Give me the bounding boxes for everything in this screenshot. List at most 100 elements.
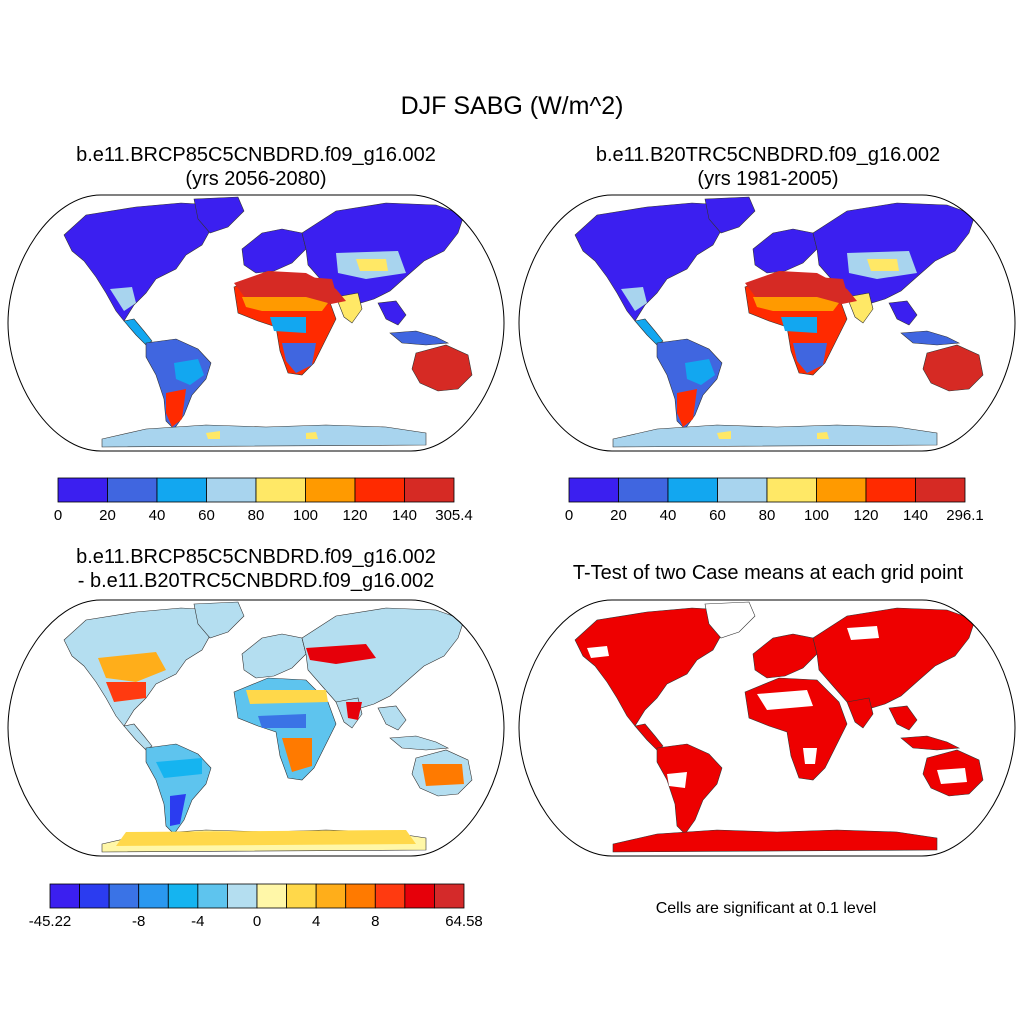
colorbar-tick-label: 20: [99, 507, 116, 524]
landmass-southAmerica: [656, 743, 723, 835]
colorbar-swatch: [404, 883, 435, 909]
map-border: [7, 599, 505, 857]
panel-title-historical-line1: b.e11.B20TRC5CNBDRD.f09_g16.002: [595, 144, 941, 166]
colorbar-swatch: [227, 883, 258, 909]
colorbar-swatch: [374, 883, 406, 909]
colorbar-swatch: [206, 477, 257, 503]
landmass-seAsia: [377, 300, 407, 326]
landmass-indonesia: [900, 330, 961, 346]
colorbar-swatch: [404, 477, 455, 503]
colorbar-tick-label: 64.58: [445, 913, 483, 930]
landmass-greenland: [193, 196, 245, 234]
colorbar-tick-label: -8: [132, 913, 146, 930]
significance-note: Cells are significant at 0.1 level: [655, 900, 877, 917]
landmass-asia: [812, 607, 976, 711]
colorbar-swatch: [167, 883, 199, 909]
landmass-australia: [922, 344, 984, 392]
colorbar-tick-label: 305.4: [435, 507, 473, 524]
landmass-europe: [241, 633, 307, 679]
colorbar-difference: [49, 883, 465, 909]
colorbar-tick-label: 0: [564, 507, 574, 524]
colorbar-tick-label: 0: [252, 913, 262, 930]
panel-title-future: b.e11.BRCP85C5CNBDRD.f09_g16.002 (yrs 20…: [0, 143, 512, 191]
figure-title: DJF SABG (W/m^2): [400, 92, 624, 120]
colorbar-swatch: [915, 477, 966, 503]
colorbar-swatch: [256, 883, 287, 909]
colorbar-tick-label: -45.22: [28, 913, 72, 930]
colorbar-swatch: [568, 477, 619, 503]
landmass-greenland: [704, 196, 756, 234]
landmass-northAmerica: [63, 200, 239, 322]
colorbar-tick-label: 80: [247, 507, 265, 524]
colorbar-swatch: [865, 477, 916, 503]
colorbar-swatch: [305, 477, 356, 503]
landmass-seAsia: [888, 705, 918, 731]
colorbar-swatch: [434, 883, 465, 909]
landmass-seAsia: [888, 300, 918, 326]
colorbar-tick-label: 60: [709, 507, 726, 524]
landmass-europe: [752, 633, 818, 679]
colorbar-swatch: [57, 477, 108, 503]
colorbar-tick-label: -4: [191, 913, 205, 930]
map-border: [518, 194, 1016, 452]
colorbar-tick-label: 40: [148, 507, 166, 524]
landmass-centralAmerica: [634, 318, 664, 346]
colorbar-swatch: [138, 883, 169, 909]
colorbar-swatch: [286, 883, 317, 909]
colorbar-swatch: [816, 477, 867, 503]
panel-title-historical-line2: (yrs 1981-2005): [697, 168, 839, 190]
map-ttest: [518, 599, 1016, 857]
colorbar-swatch: [108, 883, 140, 909]
map-difference: [7, 599, 505, 857]
colorbar-tick-label: 0: [53, 507, 63, 524]
colorbar-tick-label: 8: [371, 913, 380, 930]
colorbar-swatch: [197, 883, 228, 909]
colorbar-swatch: [156, 477, 207, 503]
landmass-greenland: [193, 601, 245, 639]
landmass-indonesia: [900, 735, 961, 751]
panel-title-ttest: T-Test of two Case means at each grid po…: [512, 561, 1024, 585]
colorbar-tick-label: 120: [342, 507, 368, 524]
colorbar-tick-label: 140: [391, 507, 418, 524]
landmass-india: [846, 697, 874, 729]
colorbar-historical: [568, 477, 966, 503]
landmass-indonesia: [389, 330, 450, 346]
panel-title-difference-line2: - b.e11.B20TRC5CNBDRD.f09_g16.002: [77, 570, 435, 592]
colorbar-tick-label: 80: [758, 507, 776, 524]
landmass-australia: [411, 344, 473, 392]
colorbar-swatch: [79, 883, 110, 909]
landmass-asia: [301, 607, 465, 711]
map-border: [7, 194, 505, 452]
map-border: [518, 599, 1016, 857]
colorbar-tick-label: 100: [292, 507, 319, 524]
landmass-antarctica: [101, 424, 427, 448]
landmass-indonesia: [389, 735, 450, 751]
landmass-seAsia: [377, 705, 407, 731]
map-future: [7, 194, 505, 452]
landmass-antarctica: [612, 829, 938, 853]
panel-title-difference-line1: b.e11.BRCP85C5CNBDRD.f09_g16.002: [76, 546, 436, 568]
colorbar-swatch: [766, 477, 817, 503]
colorbar-swatch: [107, 477, 158, 503]
panel-title-ttest-line1: T-Test of two Case means at each grid po…: [572, 562, 964, 584]
colorbar-swatch: [667, 477, 718, 503]
landmass-centralAmerica: [634, 723, 664, 751]
landmass-greenland: [704, 601, 756, 639]
panel-title-historical: b.e11.B20TRC5CNBDRD.f09_g16.002 (yrs 198…: [512, 143, 1024, 191]
colorbar-tick-label: 120: [853, 507, 879, 524]
landmass-europe: [241, 228, 307, 274]
colorbar-future: [57, 477, 455, 503]
colorbar-swatch: [49, 883, 80, 909]
landmass-centralAmerica: [123, 723, 153, 751]
colorbar-swatch: [255, 477, 306, 503]
colorbar-tick-label: 100: [803, 507, 830, 524]
colorbar-swatch: [618, 477, 669, 503]
colorbar-tick-label: 20: [610, 507, 627, 524]
landmass-centralAmerica: [123, 318, 153, 346]
map-historical: [518, 194, 1016, 452]
colorbar-tick-label: 60: [198, 507, 215, 524]
landmass-northAmerica: [574, 200, 750, 322]
landmass-northAmerica: [574, 605, 750, 727]
landmass-antarctica: [612, 424, 938, 448]
colorbar-tick-label: 140: [902, 507, 929, 524]
